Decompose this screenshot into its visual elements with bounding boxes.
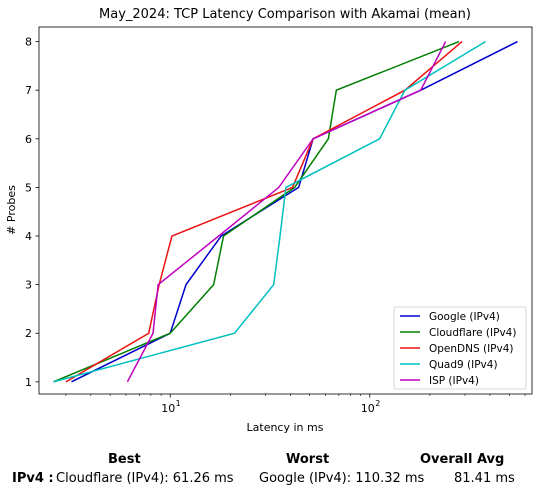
- x-tick-label-2: 10: [361, 402, 375, 415]
- best-value: Cloudflare (IPv4): 61.26 ms: [56, 471, 234, 486]
- series-line-2: [65, 41, 463, 383]
- series-layer: [53, 40, 518, 383]
- x-tick-exponent-1: 1: [176, 399, 181, 408]
- overall-avg-value: 81.41 ms: [454, 471, 515, 486]
- legend-entry-4: ISP (IPv4): [429, 375, 479, 387]
- ipv4-row-label: IPv4 :: [12, 471, 54, 486]
- y-axis-label: # Probes: [5, 185, 18, 235]
- y-tick-label-3: 3: [25, 279, 32, 292]
- summary-table: Best Worst Overall Avg IPv4 : Cloudflare…: [0, 448, 541, 496]
- y-tick-label-2: 2: [25, 327, 32, 340]
- legend-entry-2: OpenDNS (IPv4): [429, 343, 514, 355]
- y-tick-label-5: 5: [25, 181, 32, 194]
- plot-frame: [38, 26, 533, 395]
- y-tick-label-7: 7: [25, 84, 32, 97]
- overall-avg-header: Overall Avg: [420, 452, 505, 467]
- series-line-3: [53, 40, 486, 383]
- y-tick-label-1: 1: [25, 376, 32, 389]
- series-line-1: [53, 40, 460, 383]
- series-line-4: [126, 41, 447, 383]
- x-axis-label: Latency in ms: [247, 421, 324, 434]
- best-header: Best: [108, 452, 141, 467]
- legend-box: [393, 306, 527, 390]
- x-tick-label-1: 10: [161, 402, 175, 415]
- y-tick-label-4: 4: [25, 230, 32, 243]
- x-tick-exponent-2: 2: [375, 399, 380, 408]
- y-tick-label-6: 6: [25, 133, 32, 146]
- latency-chart: May_2024: TCP Latency Comparison with Ak…: [5, 7, 533, 434]
- chart-title: May_2024: TCP Latency Comparison with Ak…: [99, 7, 471, 22]
- y-tick-label-8: 8: [25, 36, 32, 49]
- legend-entry-1: Cloudflare (IPv4): [429, 327, 516, 339]
- legend-entry-0: Google (IPv4): [429, 311, 500, 323]
- worst-value: Google (IPv4): 110.32 ms: [259, 471, 425, 486]
- worst-header: Worst: [286, 452, 330, 467]
- legend: Google (IPv4) Cloudflare (IPv4) OpenDNS (I…: [393, 306, 527, 390]
- legend-entry-3: Quad9 (IPv4): [429, 359, 498, 371]
